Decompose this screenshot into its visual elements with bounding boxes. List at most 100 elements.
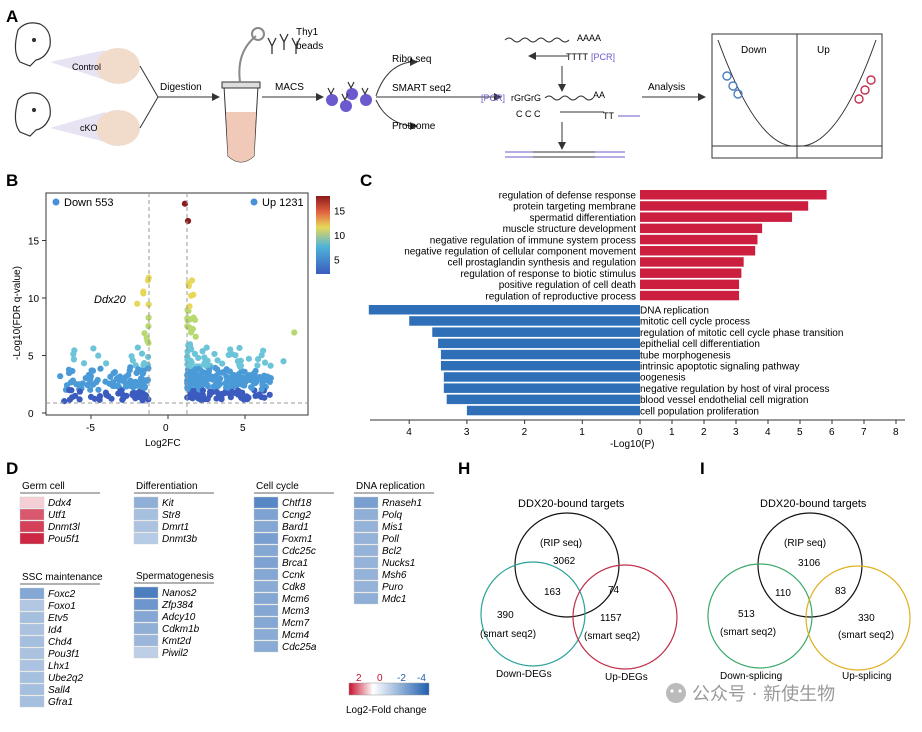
heatmap-cell: [19, 623, 45, 636]
go-term-down-label: epithelial cell differentiation: [640, 339, 760, 350]
volcano-dot: [69, 394, 76, 401]
volcano-xtick-label: 5: [240, 423, 246, 434]
label-analysis: Analysis: [648, 82, 685, 93]
venn-i-n-rip: 3106: [798, 558, 821, 569]
volcano-dot: [107, 373, 114, 380]
label-digestion: Digestion: [160, 82, 202, 93]
volcano-dot: [103, 360, 110, 367]
heatmap-cell: [353, 556, 379, 569]
heatmap-cell: [253, 568, 279, 581]
go-term-down-label: regulation of mitotic cell cycle phase t…: [640, 328, 843, 339]
volcano-dot: [76, 388, 83, 395]
venn-i-right-label: Up-splicing: [842, 671, 891, 682]
label-cko: cKO: [80, 123, 98, 133]
heatmap-cell: [353, 568, 379, 581]
volcano-dot: [194, 393, 201, 400]
volcano-dot: [145, 353, 152, 361]
venn-i-right-circle: [805, 565, 911, 671]
volcano-dot: [108, 395, 115, 402]
heatmap-gene-label: Brca1: [282, 558, 308, 569]
volcano-dot: [134, 300, 141, 307]
go-bar-up: [640, 279, 740, 290]
panel-label-i: I: [700, 459, 705, 478]
go-xlabel: -Log10(P): [610, 439, 654, 450]
volcano-dot: [139, 370, 146, 377]
heatmap-cell: [19, 695, 45, 708]
volcano-dot: [139, 380, 146, 387]
heatmap-gene-label: Cdc25c: [282, 546, 316, 557]
volcano-dot: [214, 357, 221, 364]
heatmap-cell: [353, 580, 379, 593]
go-xtick-label: 2: [701, 427, 707, 438]
heatmap-cell: [19, 587, 45, 600]
volcano-dot: [95, 352, 102, 359]
heatmap-gene-label: Mcm6: [282, 594, 310, 605]
volcano-dot: [210, 383, 217, 390]
volcano-dot: [234, 358, 241, 365]
volcano-dot: [80, 360, 88, 367]
volcano-dot: [97, 365, 104, 372]
go-xtick-label: 1: [579, 427, 585, 438]
panel-label-c: C: [360, 171, 372, 190]
beam-control: [50, 50, 105, 80]
go-xtick-label: 3: [464, 427, 470, 438]
heatmap-cell: [19, 520, 45, 533]
heatmap-gene-label: Puro: [382, 582, 404, 593]
volcano-dot: [203, 344, 210, 351]
volcano-dot: [266, 391, 273, 398]
heatmap-gene-label: Zfp384: [161, 600, 194, 611]
volcano-dot: [138, 350, 146, 357]
arrow-digestion: [212, 93, 220, 101]
heatmap-cell: [133, 646, 159, 659]
label-control: Control: [72, 62, 101, 72]
heatmap-cell: [19, 671, 45, 684]
volcano-dot: [127, 364, 134, 371]
watermark: 公众号 · 新使生物: [666, 683, 835, 705]
volcano-dot: [267, 362, 274, 369]
text-ccc: C C C: [516, 109, 541, 119]
volcano-dot: [145, 301, 152, 308]
heatmap-cell: [253, 604, 279, 617]
volcano-dot: [199, 392, 206, 399]
go-bar-down: [466, 405, 640, 416]
heatmap-group-title: Cell cycle: [256, 481, 299, 492]
venn-i-n-left: 513: [738, 609, 755, 620]
heatmap-cell: [353, 496, 379, 509]
label-proteome: Proteome: [392, 121, 436, 132]
volcano-dot: [211, 350, 218, 358]
venn-i: [707, 512, 911, 671]
heatmap-gene-label: Dmrt1: [162, 522, 189, 533]
volcano-dot: [221, 389, 228, 397]
heatmap-gene-label: Ccnk: [282, 570, 306, 581]
go-term-up-label: protein targeting membrane: [513, 202, 636, 213]
arrow-smart-head: [494, 93, 502, 101]
volcano-dot: [241, 382, 248, 389]
heatmap-gene-label: Mis1: [382, 522, 403, 533]
go-bar-up: [640, 257, 744, 267]
volcano-dot: [184, 217, 192, 225]
volcano-dot: [133, 369, 140, 376]
heatmap-gene-label: Dnmt3l: [48, 522, 80, 533]
volcano-dot: [144, 337, 151, 344]
heatmap-gene-label: Id4: [48, 625, 62, 636]
fc-tick-2: 2: [356, 673, 362, 684]
volcano-dot: [237, 363, 244, 370]
volcano-dot: [130, 389, 137, 397]
go-bar-down: [443, 383, 640, 393]
volcano-ytick-label: 5: [28, 352, 34, 363]
fc-legend-title: Log2-Fold change: [346, 705, 427, 716]
venn-h-n-left-overlap: 163: [544, 587, 561, 598]
mouse-icon-control: [14, 22, 51, 67]
heatmap-group-title: DNA replication: [356, 481, 425, 492]
heatmap-gene-label: Kmt2d: [162, 636, 191, 647]
volcano-dot: [70, 356, 78, 363]
panel-label-h: H: [458, 459, 470, 478]
heatmap-gene-label: Nanos2: [162, 588, 197, 599]
go-xtick-label: 8: [893, 427, 899, 438]
heatmap-gene-label: Piwil2: [162, 648, 189, 659]
volcano-dot: [219, 360, 226, 367]
venn-h-title: DDX20-bound targets: [518, 498, 625, 510]
heatmap-gene-label: Ube2q2: [48, 673, 83, 684]
merge-lines: [139, 65, 212, 129]
